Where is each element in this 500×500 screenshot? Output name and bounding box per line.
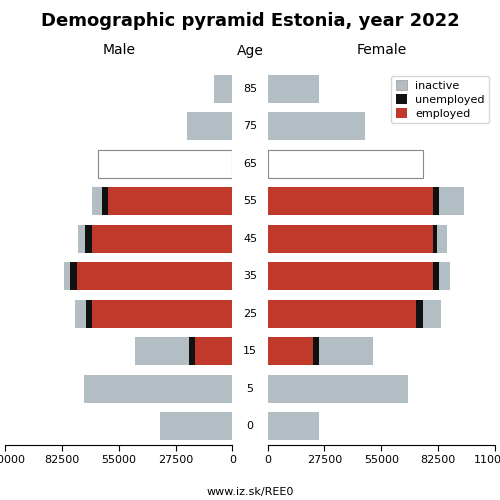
Text: Female: Female — [356, 44, 406, 58]
Text: 85: 85 — [243, 84, 257, 94]
Bar — [268, 374, 408, 403]
Bar — [108, 187, 232, 216]
Bar — [86, 300, 92, 328]
Bar — [92, 187, 102, 216]
Bar — [439, 262, 450, 290]
Bar — [64, 262, 70, 290]
Bar — [92, 224, 232, 253]
Text: 25: 25 — [243, 309, 257, 319]
Bar — [268, 224, 433, 253]
Bar — [268, 412, 319, 440]
Bar — [437, 224, 448, 253]
Bar — [187, 112, 232, 140]
Bar — [189, 337, 196, 366]
Text: 65: 65 — [243, 159, 257, 169]
Bar — [422, 300, 441, 328]
Text: Demographic pyramid Estonia, year 2022: Demographic pyramid Estonia, year 2022 — [40, 12, 460, 30]
Bar — [268, 150, 422, 178]
Bar — [268, 74, 319, 103]
Text: 75: 75 — [243, 122, 257, 132]
Bar — [102, 187, 108, 216]
Bar — [92, 300, 232, 328]
Text: 15: 15 — [243, 346, 257, 356]
Bar — [319, 337, 373, 366]
Text: 5: 5 — [246, 384, 254, 394]
Text: Male: Male — [102, 44, 135, 58]
Text: 45: 45 — [243, 234, 257, 243]
Bar — [268, 337, 313, 366]
Text: 35: 35 — [243, 271, 257, 281]
Bar — [84, 224, 92, 253]
Bar — [70, 262, 78, 290]
Bar — [78, 262, 233, 290]
Text: 55: 55 — [243, 196, 257, 206]
Bar — [78, 224, 84, 253]
Bar — [268, 300, 416, 328]
Bar — [196, 337, 232, 366]
Legend: inactive, unemployed, employed: inactive, unemployed, employed — [391, 76, 490, 124]
Bar — [98, 150, 232, 178]
Bar — [268, 187, 433, 216]
Bar — [136, 337, 189, 366]
Bar — [416, 300, 422, 328]
Bar — [268, 262, 433, 290]
Bar — [433, 262, 439, 290]
Bar — [160, 412, 232, 440]
Bar — [433, 224, 437, 253]
Bar — [313, 337, 319, 366]
Text: Age: Age — [236, 44, 264, 58]
Text: www.iz.sk/REE0: www.iz.sk/REE0 — [206, 488, 294, 498]
Bar — [439, 187, 464, 216]
Bar — [76, 300, 86, 328]
Bar — [268, 112, 364, 140]
Bar — [433, 187, 439, 216]
Bar — [84, 374, 233, 403]
Text: 0: 0 — [246, 421, 254, 431]
Bar — [214, 74, 233, 103]
